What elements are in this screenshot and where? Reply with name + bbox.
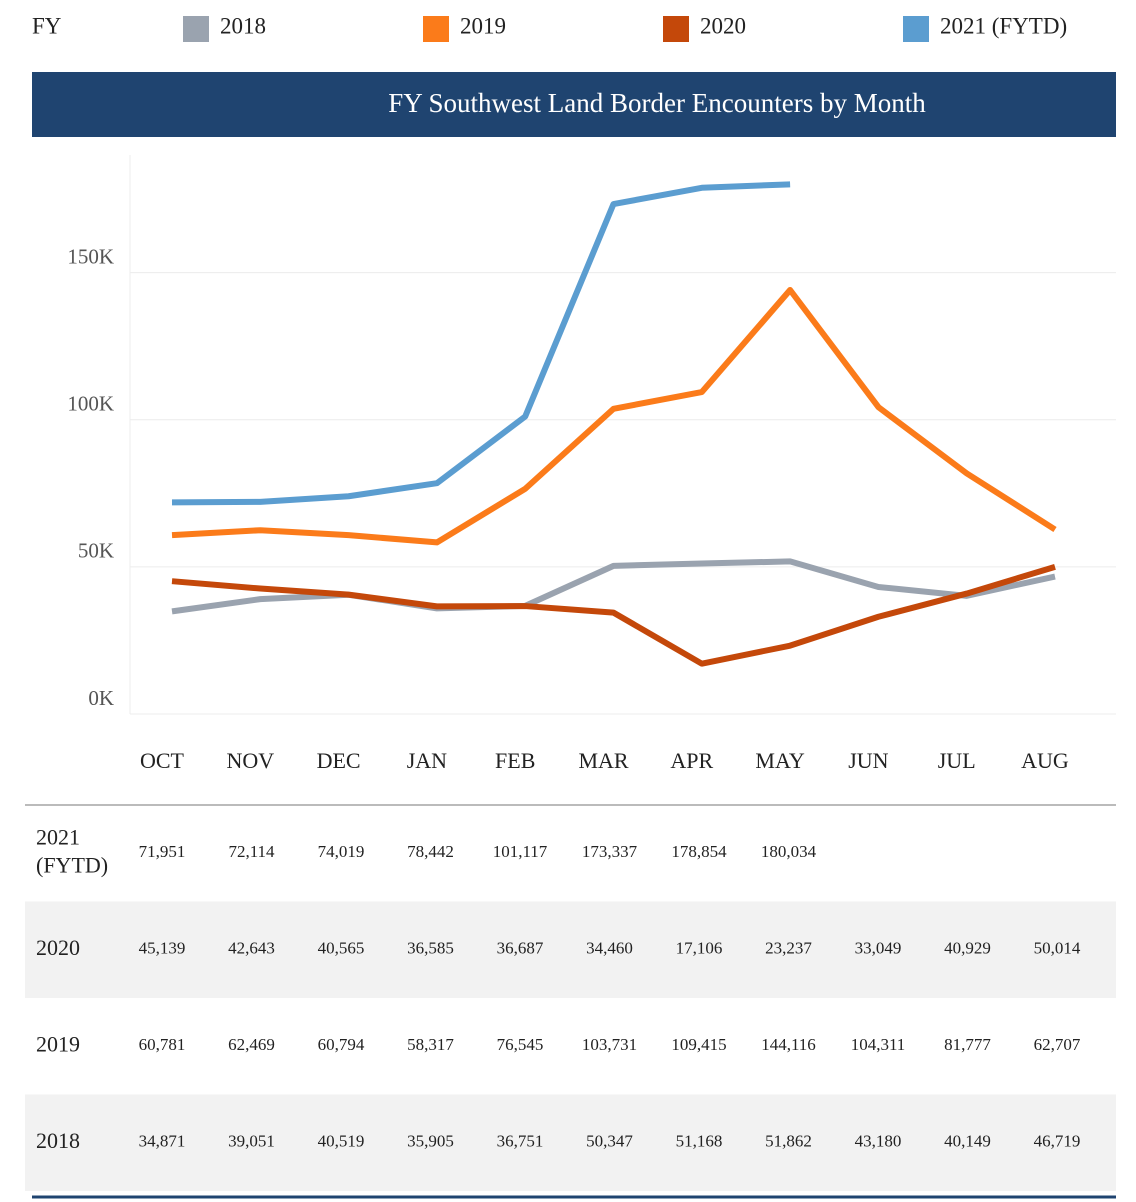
table-cell: 39,051 (228, 1132, 275, 1151)
x-tick-label: APR (670, 748, 713, 773)
row-label: 2019 (36, 1031, 80, 1056)
table-cell: 101,117 (493, 842, 548, 861)
legend-label: 2019 (460, 13, 506, 38)
x-tick-label: DEC (317, 748, 361, 773)
series-line (171, 286, 1057, 546)
table-cell: 17,106 (676, 939, 723, 958)
table-cell: 74,019 (318, 842, 365, 861)
x-tick-label: MAY (755, 748, 804, 773)
table-cell: 103,731 (582, 1035, 637, 1054)
legend-label: 2018 (220, 13, 266, 38)
table-cell: 144,116 (761, 1035, 816, 1054)
table-row-bg (25, 901, 1116, 998)
table-cell: 72,114 (228, 842, 275, 861)
table-cell: 36,751 (497, 1132, 544, 1151)
table-cell: 46,719 (1034, 1132, 1081, 1151)
row-label: 2018 (36, 1128, 80, 1153)
table-cell: 33,049 (855, 939, 902, 958)
table-cell: 36,585 (407, 939, 454, 958)
legend-swatch (903, 16, 929, 42)
y-tick-label: 100K (67, 392, 114, 416)
table-cell: 34,871 (139, 1132, 186, 1151)
table-cell: 43,180 (855, 1132, 902, 1151)
row-label: 2021 (FYTD) (36, 824, 108, 877)
y-tick-label: 150K (67, 244, 114, 268)
table-cell: 62,707 (1034, 1035, 1081, 1054)
table-cell: 40,565 (318, 939, 365, 958)
x-tick-label: JUN (848, 748, 888, 773)
table-cell: 34,460 (586, 939, 633, 958)
table-cell: 36,687 (497, 939, 544, 958)
x-tick-label: NOV (226, 748, 274, 773)
table-cell: 173,337 (582, 842, 638, 861)
series-line (171, 563, 1056, 667)
table-cell: 78,442 (407, 842, 454, 861)
x-tick-label: JUL (938, 748, 976, 773)
legend-swatch (183, 16, 209, 42)
table-cell: 58,317 (407, 1035, 454, 1054)
x-tick-label: FEB (495, 748, 535, 773)
legend-label: 2021 (FYTD) (940, 13, 1067, 38)
table-cell: 45,139 (139, 939, 186, 958)
y-tick-label: 0K (88, 686, 114, 710)
table-cell: 23,237 (765, 939, 812, 958)
title-bar (32, 72, 1116, 137)
table-cell: 62,469 (228, 1035, 275, 1054)
table-cell: 60,781 (139, 1035, 186, 1054)
table-cell: 51,862 (765, 1132, 812, 1151)
table-cell: 40,519 (318, 1132, 365, 1151)
table-cell: 109,415 (671, 1035, 726, 1054)
table-cell: 51,168 (676, 1132, 723, 1151)
table-cell: 76,545 (497, 1035, 544, 1054)
table-cell: 180,034 (761, 842, 817, 861)
table-cell: 40,149 (944, 1132, 991, 1151)
legend-swatch (663, 16, 689, 42)
x-tick-label: JAN (407, 748, 447, 773)
table-cell: 50,014 (1034, 939, 1081, 958)
table-cell: 40,929 (944, 939, 991, 958)
y-tick-label: 50K (78, 539, 114, 563)
table-cell: 104,311 (851, 1035, 906, 1054)
table-cell: 81,777 (944, 1035, 991, 1054)
series-line (171, 181, 791, 506)
series-line (171, 558, 1056, 615)
table-cell: 35,905 (407, 1132, 454, 1151)
table-cell: 60,794 (318, 1035, 365, 1054)
table-cell: 50,347 (586, 1132, 633, 1151)
chart-title: FY Southwest Land Border Encounters by M… (388, 88, 926, 118)
row-label: 2020 (36, 935, 80, 960)
x-tick-label: AUG (1021, 748, 1069, 773)
legend-title: FY (32, 13, 62, 38)
x-tick-label: OCT (140, 748, 185, 773)
table-row-bg (25, 1094, 1116, 1191)
x-tick-label: MAR (578, 748, 628, 773)
table-cell: 178,854 (671, 842, 727, 861)
table-cell: 42,643 (228, 939, 275, 958)
table-cell: 71,951 (139, 842, 186, 861)
legend-swatch (423, 16, 449, 42)
legend-label: 2020 (700, 13, 746, 38)
